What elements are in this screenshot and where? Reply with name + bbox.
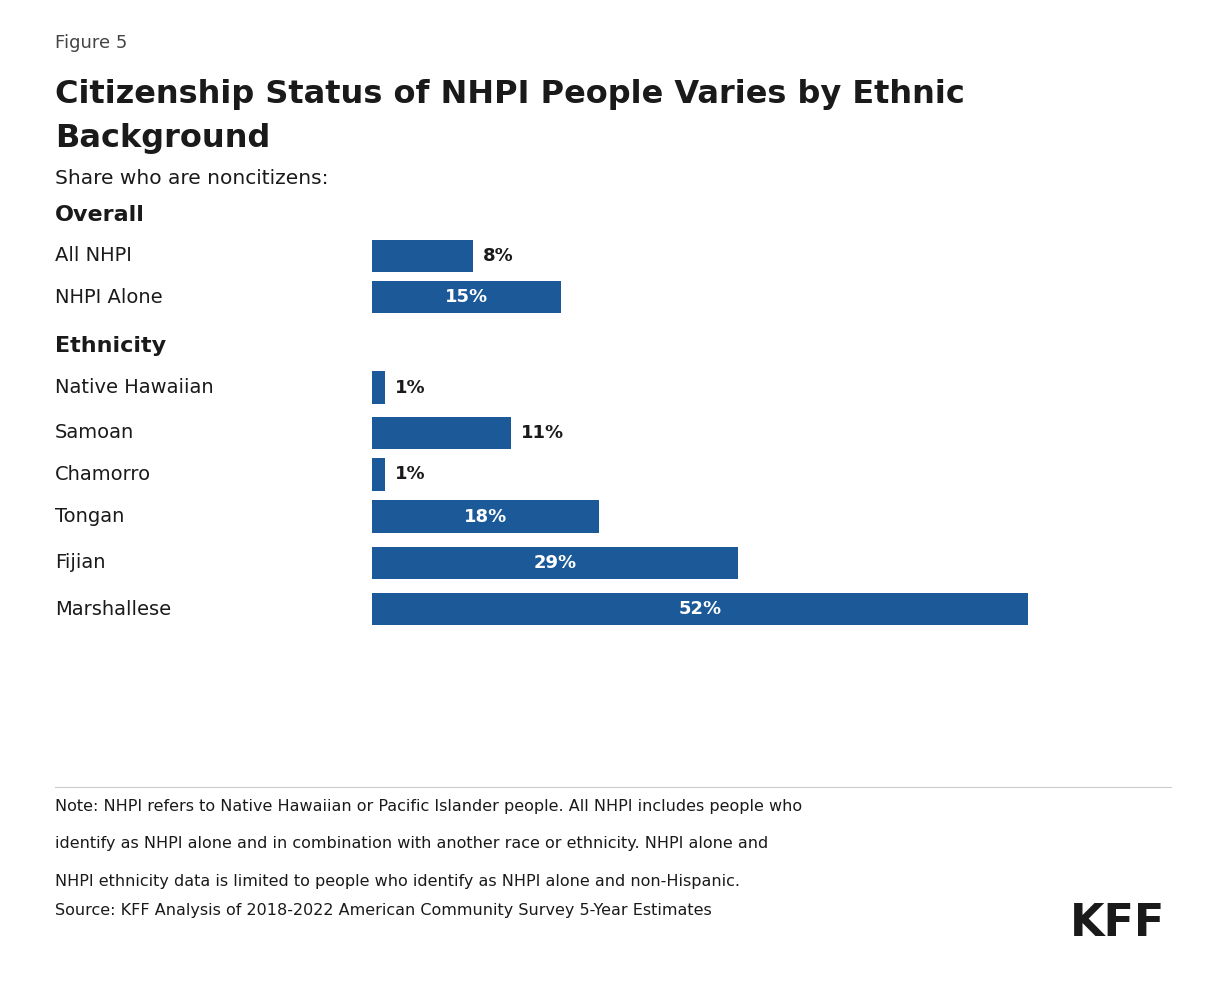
Text: Source: KFF Analysis of 2018-2022 American Community Survey 5-Year Estimates: Source: KFF Analysis of 2018-2022 Americ… [55,903,711,918]
Text: 11%: 11% [521,424,564,442]
Text: 29%: 29% [533,554,577,572]
FancyBboxPatch shape [372,458,384,490]
Text: Native Hawaiian: Native Hawaiian [55,378,214,398]
Text: 1%: 1% [394,379,425,397]
Text: 18%: 18% [464,508,508,525]
FancyBboxPatch shape [372,546,738,579]
Text: Samoan: Samoan [55,423,134,443]
FancyBboxPatch shape [372,371,384,403]
Text: 15%: 15% [445,288,488,306]
Text: 8%: 8% [483,247,514,265]
Text: Background: Background [55,123,271,154]
FancyBboxPatch shape [372,281,561,313]
Text: Marshallese: Marshallese [55,599,171,619]
Text: Figure 5: Figure 5 [55,34,127,52]
Text: Overall: Overall [55,205,145,224]
Text: Citizenship Status of NHPI People Varies by Ethnic: Citizenship Status of NHPI People Varies… [55,79,965,110]
Text: 1%: 1% [394,465,425,483]
Text: NHPI ethnicity data is limited to people who identify as NHPI alone and non-Hisp: NHPI ethnicity data is limited to people… [55,874,739,889]
Text: Chamorro: Chamorro [55,464,151,484]
Text: Share who are noncitizens:: Share who are noncitizens: [55,169,328,188]
FancyBboxPatch shape [372,239,473,272]
Text: All NHPI: All NHPI [55,246,132,266]
Text: KFF: KFF [1070,901,1165,945]
FancyBboxPatch shape [372,501,599,533]
Text: Note: NHPI refers to Native Hawaiian or Pacific Islander people. All NHPI includ: Note: NHPI refers to Native Hawaiian or … [55,799,802,814]
Text: identify as NHPI alone and in combination with another race or ethnicity. NHPI a: identify as NHPI alone and in combinatio… [55,836,769,851]
FancyBboxPatch shape [372,592,1027,626]
Text: Ethnicity: Ethnicity [55,337,166,356]
Text: NHPI Alone: NHPI Alone [55,287,162,307]
Text: Tongan: Tongan [55,507,124,526]
FancyBboxPatch shape [372,416,511,449]
Text: 52%: 52% [678,600,721,618]
Text: Fijian: Fijian [55,553,105,573]
